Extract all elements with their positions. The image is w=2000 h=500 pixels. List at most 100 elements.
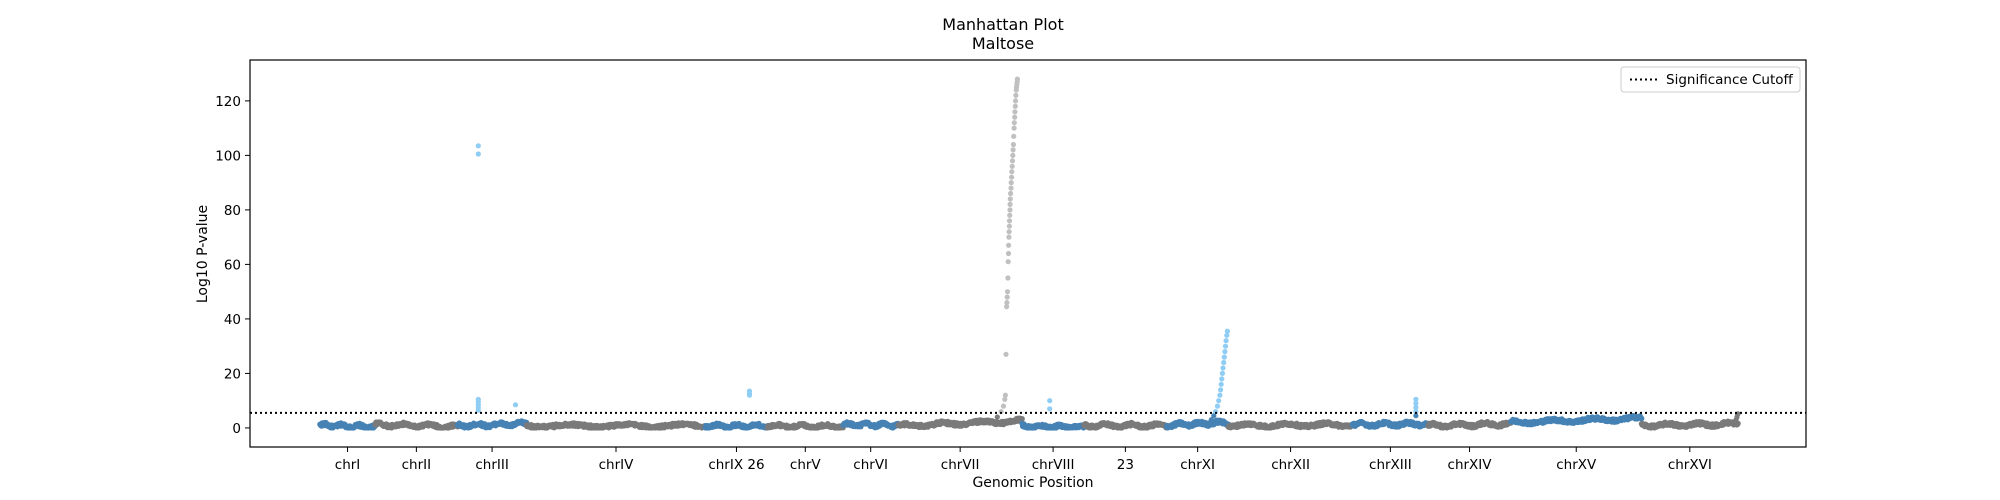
significant-point — [1413, 413, 1419, 419]
peak-point — [1014, 76, 1021, 82]
significant-point — [475, 151, 481, 157]
y-axis: 0 20 40 60 80 100 120 — [215, 94, 250, 437]
x-axis: chrI chrII chrIII chrIV chrIX 26 chrV chrVI chr… — [335, 447, 1712, 473]
plot-area — [249, 59, 1807, 448]
x-tick-label: chrXV — [1556, 457, 1597, 473]
peak-point — [1004, 294, 1010, 300]
peak-point — [1010, 152, 1016, 158]
peak-point — [1218, 387, 1224, 393]
peak-point — [1223, 338, 1229, 344]
x-tick-label: chrII — [402, 457, 432, 473]
peak-point — [1013, 92, 1019, 98]
x-tick-label: chrXIII — [1369, 457, 1412, 473]
x-tick-label: chrVI — [853, 457, 888, 473]
peak-point — [1214, 403, 1221, 409]
peak-point — [1005, 275, 1011, 281]
peak-point — [1006, 242, 1012, 248]
significant-point — [475, 143, 481, 149]
peak-point — [1012, 114, 1018, 120]
x-tick-label: 23 — [1117, 457, 1134, 473]
peak-point — [1004, 300, 1010, 306]
y-tick-label: 60 — [224, 257, 241, 273]
x-tick-label: chrIII — [475, 457, 508, 473]
peak-point — [1004, 289, 1011, 295]
peak-point — [1224, 332, 1230, 338]
peak-point — [1012, 103, 1018, 109]
peak-point — [1011, 133, 1017, 139]
snp-point — [1638, 415, 1645, 422]
peak-point — [998, 409, 1004, 415]
peak-point — [1006, 229, 1012, 235]
peak-point — [1007, 196, 1013, 202]
peak-point — [1004, 304, 1010, 310]
peak-point — [1006, 223, 1013, 229]
peak-point — [1221, 359, 1227, 366]
x-tick-label: chrXI — [1180, 457, 1215, 473]
peak-point — [1007, 201, 1013, 207]
peak-point — [1218, 381, 1224, 387]
x-axis-label: Genomic Position — [972, 475, 1093, 491]
peak-point — [1217, 392, 1223, 398]
y-tick-label: 20 — [224, 366, 241, 382]
x-tick-label: chrV — [790, 457, 822, 473]
peak-point — [1005, 250, 1012, 257]
x-tick-label: chrI — [335, 457, 361, 473]
y-tick-label: 0 — [232, 421, 241, 437]
peak-point — [1009, 163, 1015, 169]
x-tick-label: chrXVI — [1668, 457, 1712, 473]
y-tick-label: 80 — [224, 203, 241, 219]
peak-point — [1010, 141, 1017, 148]
data-points — [317, 76, 1741, 431]
x-tick-label: chrVII — [941, 457, 980, 473]
peak-point — [1007, 212, 1013, 218]
x-tick-label: chrXII — [1271, 457, 1310, 473]
peak-point — [1008, 190, 1014, 197]
peak-point — [1007, 207, 1013, 213]
y-tick-label: 120 — [215, 94, 241, 110]
significant-point — [746, 392, 753, 398]
peak-point — [1008, 185, 1014, 191]
peak-point — [1000, 403, 1007, 409]
peak-point — [1009, 174, 1015, 180]
significant-point — [1413, 409, 1419, 415]
peak-point — [1208, 417, 1214, 423]
plot-frame — [249, 59, 1807, 448]
legend-entry-significance-cutoff: Significance Cutoff — [1666, 72, 1794, 88]
peak-point — [1012, 98, 1019, 104]
peak-point — [1220, 365, 1226, 371]
chart-title: Manhattan Plot — [942, 15, 1063, 34]
legend: Significance Cutoff — [1620, 66, 1801, 93]
snp-point — [1019, 416, 1025, 422]
peak-point — [1010, 147, 1016, 153]
x-tick-label: chrVIII — [1032, 457, 1075, 473]
peak-point — [1012, 109, 1018, 115]
peak-point — [1216, 398, 1222, 404]
peak-point — [1222, 349, 1228, 355]
significant-point — [512, 402, 519, 408]
peak-point — [1003, 351, 1009, 357]
chart-subtitle: Maltose — [972, 34, 1034, 53]
peak-point — [1211, 413, 1217, 419]
x-tick-label: chrIV — [599, 457, 635, 473]
significant-point — [1047, 398, 1053, 404]
peak-point — [1008, 180, 1014, 186]
peak-point — [1009, 169, 1015, 175]
x-tick-label: chrIX 26 — [708, 457, 764, 473]
significant-point — [475, 407, 481, 413]
peak-point — [1219, 376, 1225, 382]
peak-point — [1011, 125, 1017, 131]
peak-point — [1005, 259, 1011, 265]
peak-point — [1002, 392, 1009, 398]
y-tick-label: 100 — [215, 148, 241, 164]
peak-point — [1221, 354, 1227, 360]
significant-point — [1413, 396, 1419, 402]
significant-point — [1047, 406, 1053, 412]
peak-point — [1219, 370, 1225, 376]
peak-point — [994, 414, 1000, 420]
legend-box — [1620, 66, 1801, 93]
peak-point — [1006, 234, 1012, 240]
peak-point — [1222, 343, 1229, 349]
peak-point — [1009, 158, 1016, 164]
y-axis-label: Log10 P-value — [195, 205, 211, 303]
